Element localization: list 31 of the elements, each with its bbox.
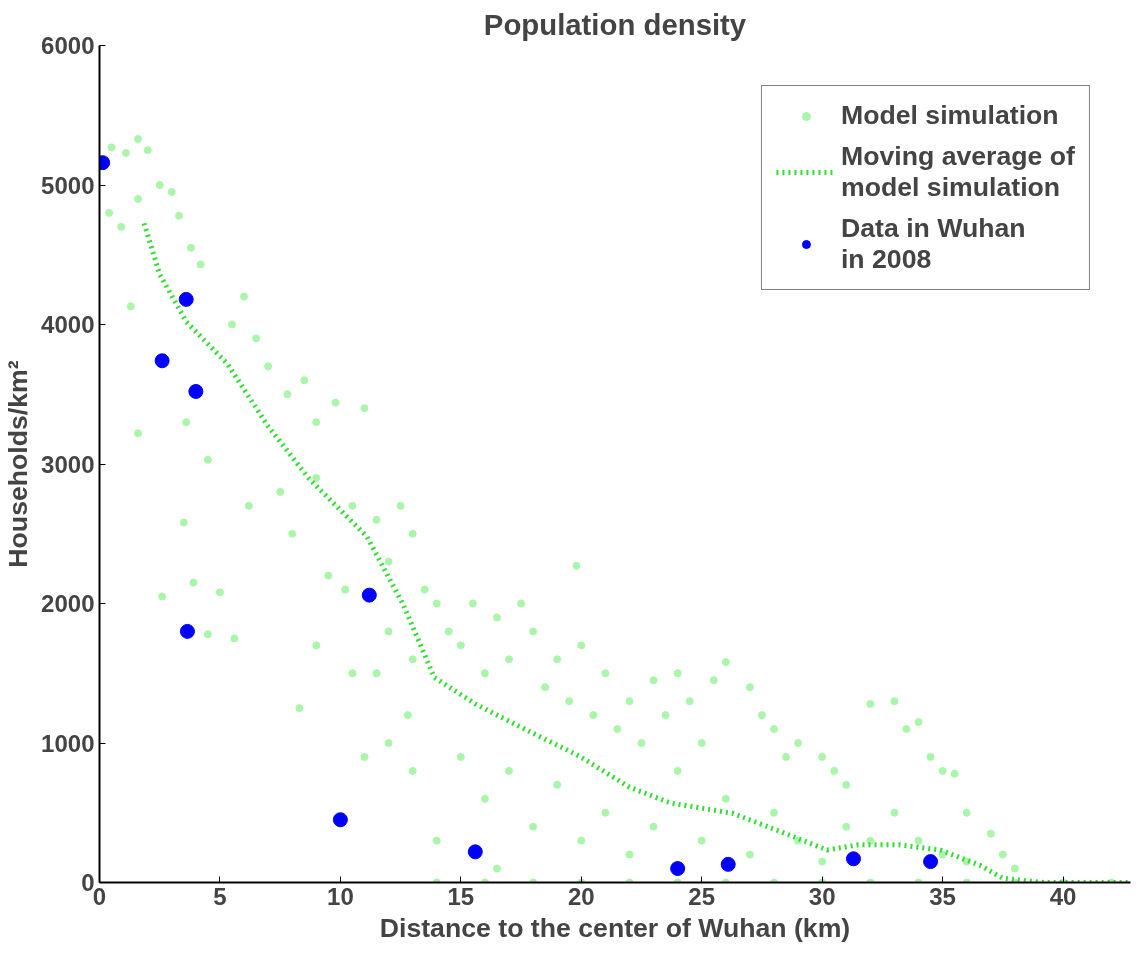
y-tick-label: 1000 bbox=[41, 729, 95, 757]
y-tick-label: 2000 bbox=[41, 590, 95, 617]
point bbox=[670, 861, 686, 877]
x-tick-label: 25 bbox=[688, 882, 716, 910]
point bbox=[154, 353, 170, 369]
chart-title: Population density bbox=[483, 7, 747, 41]
x-tick-label: 10 bbox=[327, 882, 354, 910]
x-tick-label: 5 bbox=[213, 882, 227, 910]
point bbox=[332, 812, 348, 828]
point bbox=[720, 856, 736, 872]
y-tick-label: 6000 bbox=[41, 32, 95, 59]
y-tick-label: 4000 bbox=[41, 311, 95, 338]
point bbox=[361, 587, 377, 603]
legend-label: Model simulation bbox=[840, 100, 1059, 131]
point bbox=[467, 844, 483, 860]
point bbox=[845, 851, 861, 867]
point bbox=[188, 383, 204, 399]
legend-label: Moving average of model simulation bbox=[840, 141, 1075, 203]
y-axis-title: Households/km² bbox=[3, 360, 34, 568]
x-tick-label: 30 bbox=[808, 882, 836, 910]
x-axis-title: Distance to the center of Wuhan (km) bbox=[379, 912, 851, 943]
point bbox=[178, 291, 194, 307]
legend-label: Data in Wuhan in 2008 bbox=[840, 213, 1026, 275]
y-tick-label: 3000 bbox=[41, 450, 95, 478]
x-tick-label: 40 bbox=[1049, 882, 1077, 910]
x-tick-label: 20 bbox=[567, 882, 595, 910]
x-tick-label: 15 bbox=[447, 882, 475, 910]
point bbox=[179, 623, 195, 639]
x-tick-label: 35 bbox=[929, 882, 956, 910]
point bbox=[923, 854, 939, 870]
y-tick-label: 5000 bbox=[41, 171, 95, 199]
